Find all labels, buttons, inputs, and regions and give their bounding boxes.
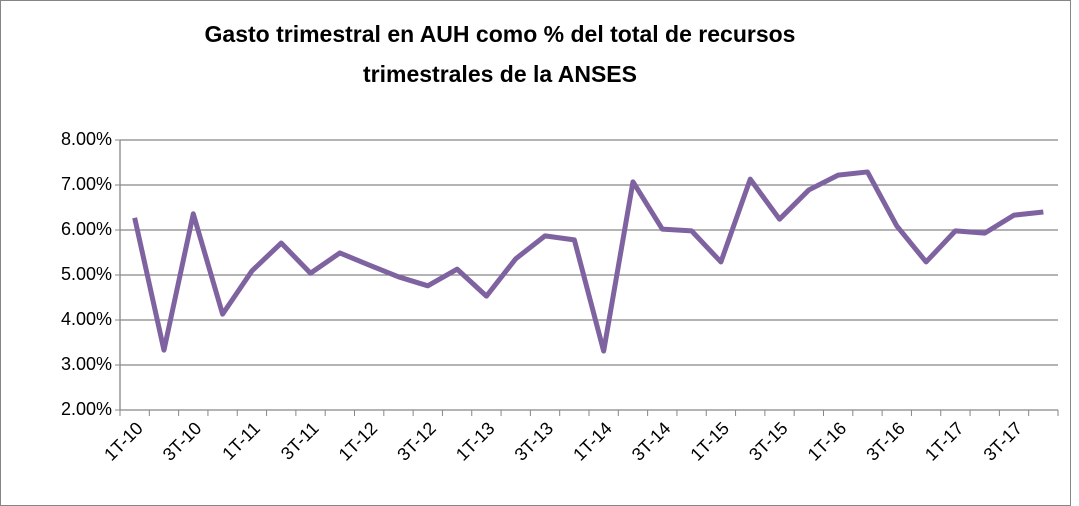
y-tick-label: 5.00% <box>61 264 112 284</box>
chart-title: trimestrales de la ANSES <box>363 61 637 87</box>
chart-title: Gasto trimestral en AUH como % del total… <box>205 21 796 47</box>
data-line <box>132 169 1044 354</box>
y-tick-label: 2.00% <box>61 399 112 419</box>
y-tick-label: 6.00% <box>61 219 112 239</box>
y-tick-label: 4.00% <box>61 309 112 329</box>
y-tick-label: 8.00% <box>61 129 112 149</box>
y-tick-label: 7.00% <box>61 174 112 194</box>
y-tick-label: 3.00% <box>61 354 112 374</box>
